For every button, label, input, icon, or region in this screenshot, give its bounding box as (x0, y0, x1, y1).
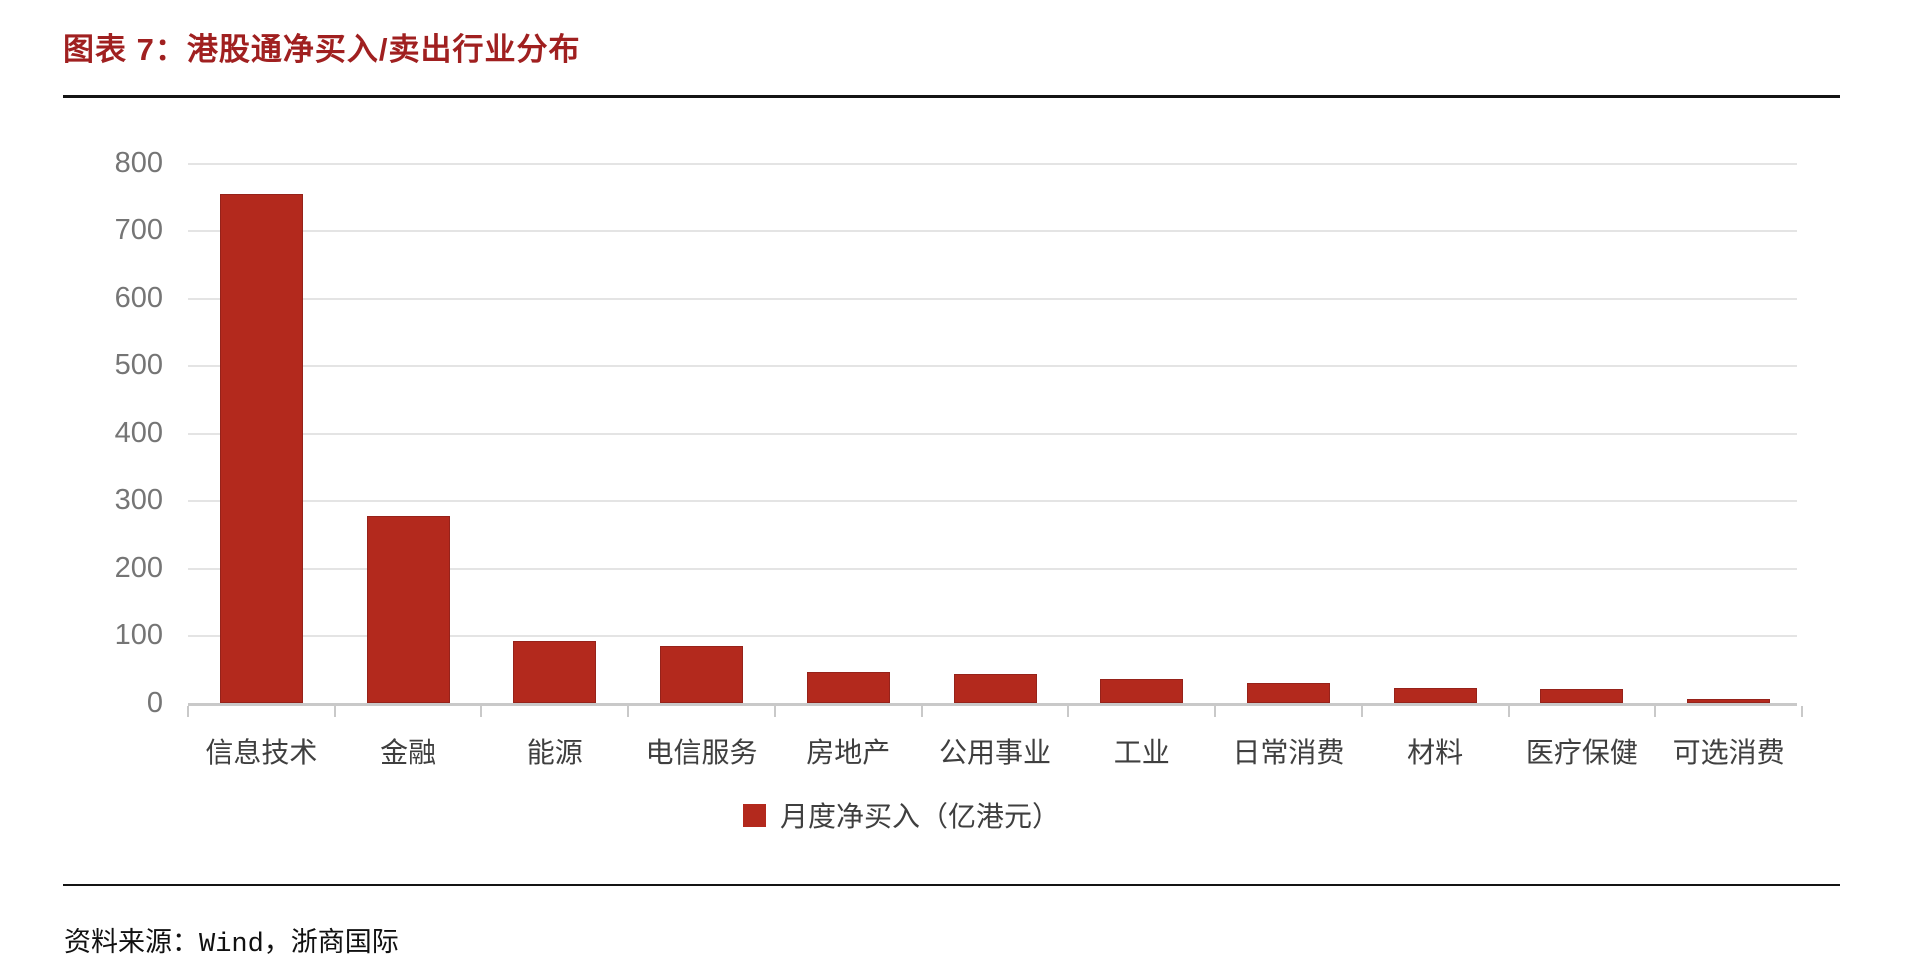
y-axis-tick-label: 0 (146, 686, 163, 719)
x-axis-category-label: 公用事业 (938, 736, 1051, 768)
legend-color-swatch-icon (743, 803, 766, 827)
x-axis-tick (1801, 705, 1803, 717)
chart-bar (219, 194, 303, 704)
x-axis-tick (1654, 705, 1657, 717)
x-axis-category-label: 日常消费 (1232, 736, 1345, 768)
x-axis-tick (187, 705, 189, 717)
x-axis-category-label: 电信服务 (645, 736, 758, 768)
x-axis-category-label: 信息技术 (205, 736, 318, 768)
x-axis-category-label: 医疗保健 (1525, 736, 1638, 768)
chart-bar (1246, 683, 1330, 704)
source-note: 资料来源：Wind，浙商国际 (64, 930, 399, 960)
y-gridline (188, 297, 1797, 300)
chart-bar (953, 673, 1037, 704)
x-axis-category-label: 工业 (1113, 736, 1170, 768)
x-axis-category-label: 材料 (1407, 736, 1464, 768)
x-axis-category-label: 能源 (526, 736, 583, 768)
x-axis-tick (480, 705, 483, 717)
chart-bar (1687, 698, 1771, 704)
bar-chart: 0 100 200 300 400 500 600 700 800 信息技术 金融 能源 电信服务 房地产… (114, 147, 1803, 768)
y-gridline (188, 230, 1797, 233)
y-axis-tick-label: 300 (114, 484, 163, 517)
x-axis-tick (627, 705, 630, 717)
chart-bar (366, 516, 450, 704)
chart-bar (513, 640, 597, 704)
x-axis-baseline (188, 702, 1797, 706)
y-gridline (188, 163, 1797, 165)
x-axis-tick (1360, 705, 1363, 717)
y-axis-tick-label: 800 (114, 147, 163, 179)
chart-bar (806, 671, 890, 704)
legend-series-label: 月度净买入（亿港元） (780, 801, 1061, 832)
y-axis-tick-label: 100 (114, 619, 163, 652)
x-axis-category-label: 可选消费 (1672, 736, 1785, 768)
y-gridline (188, 635, 1797, 638)
title-divider-rule (63, 95, 1840, 98)
chart-bar (1100, 679, 1184, 704)
chart-bar (1393, 687, 1477, 704)
x-axis-tick (1507, 705, 1510, 717)
y-axis-tick-label: 700 (114, 214, 163, 247)
x-axis-tick (773, 705, 776, 717)
x-axis-tick (1067, 705, 1070, 717)
x-axis-tick (333, 705, 336, 717)
x-axis-category-label: 金融 (380, 736, 437, 768)
y-gridline (188, 567, 1797, 570)
y-gridline (188, 432, 1797, 435)
y-axis-tick-label: 500 (114, 349, 163, 382)
footer-divider-rule (63, 884, 1840, 886)
x-axis-tick (1214, 705, 1217, 717)
x-axis-category-label: 房地产 (806, 736, 891, 768)
x-axis-tick (920, 705, 923, 717)
y-gridline (188, 500, 1797, 503)
figure-title: 图表 7：港股通净买入/卖出行业分布 (63, 32, 581, 67)
y-axis-tick-label: 600 (114, 281, 163, 314)
y-axis-tick-label: 200 (114, 551, 163, 584)
chart-legend: 月度净买入（亿港元） (743, 799, 1060, 832)
chart-bar (1540, 689, 1624, 704)
y-axis-tick-label: 400 (114, 416, 163, 449)
y-gridline (188, 365, 1797, 368)
chart-bar (660, 645, 744, 704)
